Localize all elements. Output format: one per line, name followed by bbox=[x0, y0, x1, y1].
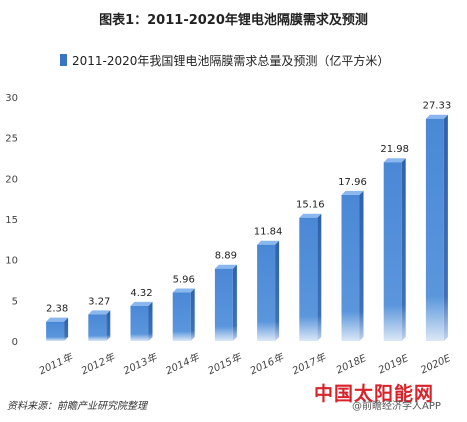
y-tick-label: 20 bbox=[5, 174, 18, 185]
bar-value-label: 15.16 bbox=[296, 200, 325, 211]
source-note: 资料来源：前瞻产业研究院整理 bbox=[7, 401, 147, 412]
y-tick-label: 25 bbox=[5, 134, 18, 145]
x-axis: 2011年 2012年 2013年 2014年 2015年 2016年 2017年 2018E… bbox=[37, 351, 453, 377]
bar-front bbox=[341, 194, 360, 341]
bar-value-label: 11.84 bbox=[254, 227, 283, 238]
x-tick-label: 2011年 bbox=[37, 351, 75, 377]
bar-side bbox=[148, 301, 153, 341]
y-tick-label: 30 bbox=[5, 93, 18, 104]
bar-side bbox=[443, 114, 448, 341]
x-tick-label: 2013年 bbox=[122, 351, 160, 377]
bar-top bbox=[130, 301, 153, 306]
y-tick-label: 5 bbox=[12, 296, 18, 307]
bar-front bbox=[88, 314, 107, 341]
bar-side bbox=[190, 288, 195, 341]
x-tick-label: 2016年 bbox=[248, 351, 286, 377]
x-tick-label: 2019E bbox=[377, 353, 411, 377]
bar-top bbox=[341, 190, 364, 195]
bar bbox=[130, 301, 153, 341]
y-tick-label: 0 bbox=[12, 337, 18, 348]
bar-value-label: 5.96 bbox=[173, 275, 195, 286]
bar-chart: 0 5 10 15 20 25 30 2.38 3.27 4.32 5.96 8.89 11.84 15… bbox=[5, 93, 453, 377]
legend-swatch bbox=[60, 54, 67, 66]
x-tick-label: 2017年 bbox=[290, 351, 328, 377]
bar bbox=[299, 213, 322, 341]
legend-label: 2011-2020年我国锂电池隔膜需求总量及预测（亿平方米） bbox=[72, 54, 390, 68]
bar bbox=[257, 240, 280, 341]
bar-top bbox=[88, 310, 111, 315]
bar-side bbox=[275, 240, 280, 341]
bar-side bbox=[401, 158, 406, 341]
x-tick-label: 2020E bbox=[419, 353, 453, 377]
x-tick-label: 2015年 bbox=[206, 351, 244, 377]
x-tick-label: 2014年 bbox=[164, 351, 202, 377]
bar-value-label: 2.38 bbox=[46, 304, 68, 315]
bar bbox=[46, 317, 69, 341]
y-tick-label: 15 bbox=[5, 215, 18, 226]
bar bbox=[88, 310, 111, 341]
bar-value-label: 3.27 bbox=[88, 296, 110, 307]
bar-front bbox=[172, 292, 191, 341]
chart-title: 图表1：2011-2020年锂电池隔膜需求及预测 bbox=[99, 13, 368, 28]
bar-top bbox=[383, 158, 406, 163]
bar bbox=[214, 264, 237, 341]
bar-top bbox=[257, 240, 280, 245]
bar-value-label: 17.96 bbox=[338, 177, 367, 188]
account-credit: @前瞻经济学人APP bbox=[352, 401, 441, 412]
bar-value-label: 8.89 bbox=[215, 251, 237, 262]
bar-front bbox=[425, 118, 444, 341]
bar bbox=[341, 190, 364, 341]
legend: 2011-2020年我国锂电池隔膜需求总量及预测（亿平方米） bbox=[60, 52, 389, 69]
bars: 2.38 3.27 4.32 5.96 8.89 11.84 15.16 17.96 21.98… bbox=[46, 101, 451, 341]
bar-value-label: 27.33 bbox=[423, 101, 452, 112]
bar-side bbox=[359, 190, 364, 341]
bar-front bbox=[214, 268, 233, 341]
bar bbox=[425, 114, 448, 341]
bar bbox=[383, 158, 406, 341]
bar-top bbox=[172, 288, 195, 293]
bar-front bbox=[383, 162, 402, 341]
bar-side bbox=[106, 310, 111, 341]
y-tick-label: 10 bbox=[5, 256, 18, 267]
bar-value-label: 21.98 bbox=[380, 144, 409, 155]
bar-top bbox=[425, 114, 448, 119]
watermark: 中国太阳能网 bbox=[314, 383, 435, 405]
bar-front bbox=[130, 305, 149, 341]
x-tick-label: 2012年 bbox=[79, 351, 117, 377]
bar-side bbox=[317, 213, 322, 341]
bar-side bbox=[64, 317, 69, 341]
x-tick-label: 2018E bbox=[335, 353, 369, 377]
bar-top bbox=[214, 264, 237, 269]
bar-top bbox=[299, 213, 322, 218]
bar bbox=[172, 288, 195, 341]
bar-top bbox=[46, 317, 69, 322]
bar-front bbox=[257, 244, 276, 341]
bar-front bbox=[46, 321, 65, 341]
y-axis: 0 5 10 15 20 25 30 bbox=[5, 93, 18, 348]
bar-front bbox=[299, 217, 318, 341]
bar-side bbox=[232, 264, 237, 341]
bar-value-label: 4.32 bbox=[130, 288, 152, 299]
